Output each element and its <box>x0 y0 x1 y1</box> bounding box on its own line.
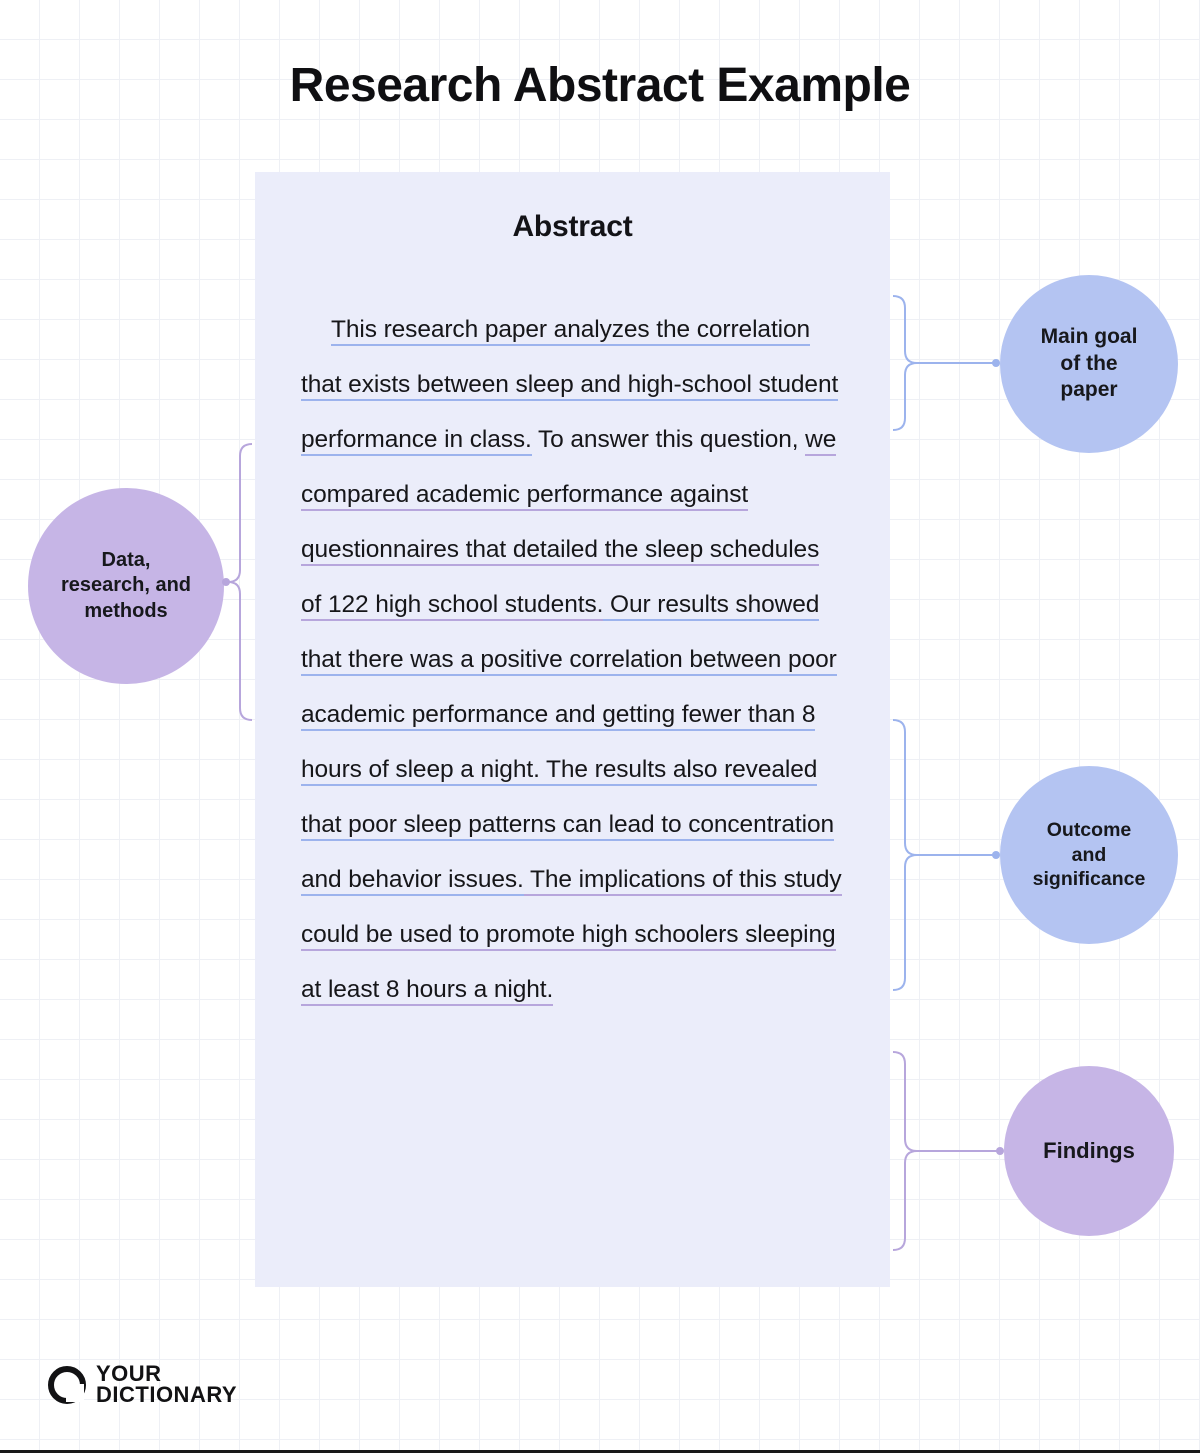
brand-logo: YOUR DICTIONARY <box>48 1364 237 1406</box>
abstract-paper: Abstract This research paper analyzes th… <box>255 172 890 1287</box>
page-title: Research Abstract Example <box>0 58 1200 113</box>
callout-methods: Data, research, and methods <box>28 488 224 684</box>
callout-outcome: Outcome and significance <box>1000 766 1178 944</box>
callout-line: research, and <box>61 573 191 599</box>
brand-logo-icon <box>48 1366 86 1404</box>
brand-line2: DICTIONARY <box>96 1385 237 1406</box>
callout-line: Data, <box>61 548 191 574</box>
callout-line: Findings <box>1043 1137 1135 1165</box>
callout-main-goal: Main goal of the paper <box>1000 275 1178 453</box>
callout-line: methods <box>61 599 191 625</box>
callout-line: significance <box>1033 867 1146 892</box>
abstract-heading: Abstract <box>301 210 844 244</box>
callout-line: and <box>1033 843 1146 868</box>
segment-bridge: To answer this question, <box>532 426 805 453</box>
callout-line: paper <box>1041 377 1138 404</box>
callout-line: of the <box>1041 351 1138 378</box>
abstract-body: This research paper analyzes the correla… <box>301 302 844 1017</box>
callout-line: Outcome <box>1033 818 1146 843</box>
segment-outcome: Our results showed that there was a posi… <box>301 591 837 896</box>
callout-findings: Findings <box>1004 1066 1174 1236</box>
callout-line: Main goal <box>1041 324 1138 351</box>
